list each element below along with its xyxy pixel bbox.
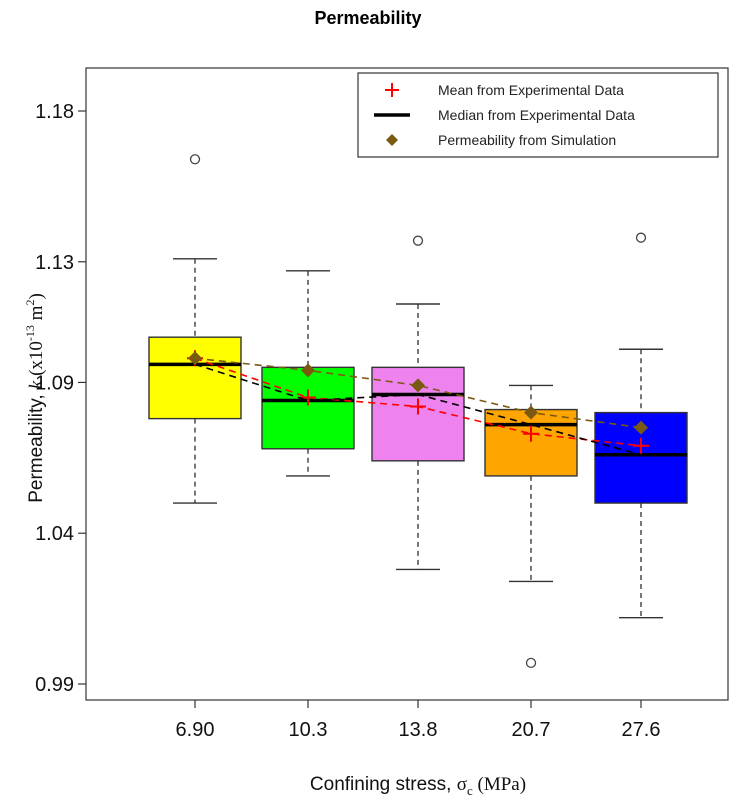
mean-marker — [633, 437, 649, 454]
y-axis-title: Permeability, k (x10-13 m2) — [23, 293, 47, 503]
legend-marker-simulation — [386, 134, 398, 146]
outlier-point — [525, 657, 537, 669]
box-plots — [148, 154, 688, 669]
legend-box — [357, 72, 719, 158]
plot-border — [85, 67, 729, 701]
legend-label: Median from Experimental Data — [438, 107, 635, 123]
simulation-marker — [634, 420, 648, 435]
outlier-point — [412, 235, 424, 246]
plot-frame — [85, 67, 729, 701]
simulation-marker — [188, 351, 202, 366]
series-line — [194, 363, 642, 456]
legend-marker-mean — [385, 83, 399, 97]
mean-marker — [523, 425, 539, 442]
legend-label: Permeability from Simulation — [438, 132, 616, 148]
x-tick-label: 13.8 — [399, 719, 438, 741]
box-body — [261, 366, 355, 450]
outlier-point — [189, 154, 201, 165]
mean-marker — [300, 389, 316, 406]
y-tick-label: 1.09 — [35, 372, 74, 394]
chart-title: Permeability — [314, 8, 422, 28]
y-tick-label: 1.04 — [35, 523, 74, 545]
simulation-marker — [301, 363, 315, 378]
y-axis: 1.18 1.13 1.09 1.04 0.99 — [35, 101, 86, 696]
simulation-marker — [524, 405, 538, 420]
simulation-marker — [411, 378, 425, 393]
box-body — [148, 336, 242, 420]
series-median-from-experimental-data — [194, 363, 642, 456]
mean-marker — [410, 398, 426, 415]
x-tick-label: 20.7 — [512, 719, 551, 741]
legend-label: Mean from Experimental Data — [438, 82, 624, 98]
box-6.90 — [148, 154, 242, 504]
series-line — [194, 357, 642, 429]
x-axis: 6.90 10.3 13.8 20.7 27.6 — [176, 700, 661, 741]
legend: Mean from Experimental Data Median from E… — [357, 72, 719, 158]
x-tick-label: 6.90 — [176, 719, 215, 741]
x-tick-label: 27.6 — [622, 719, 661, 741]
series-permeability-from-simulation — [188, 351, 648, 435]
outlier-point — [635, 232, 647, 243]
series-lines — [187, 350, 649, 456]
x-tick-label: 10.3 — [289, 719, 328, 741]
x-axis-title: Confining stress, σc (MPa) — [310, 774, 526, 798]
y-tick-label: 1.13 — [35, 252, 74, 274]
y-tick-label: 0.99 — [35, 674, 74, 696]
y-tick-label: 1.18 — [35, 101, 74, 123]
